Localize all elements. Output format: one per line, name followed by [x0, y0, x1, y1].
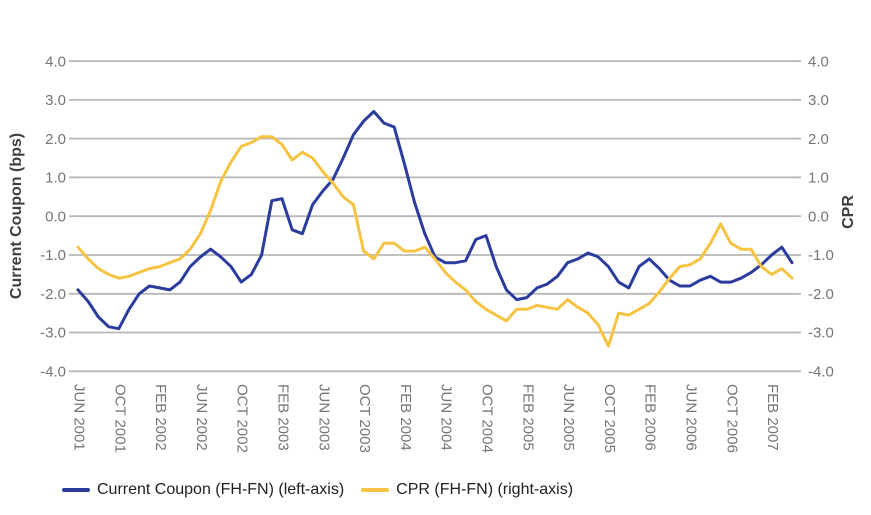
svg-text:OCT 2002: OCT 2002: [234, 384, 251, 453]
series-line-cpr: [76, 135, 794, 348]
svg-text:JUN 2005: JUN 2005: [560, 384, 577, 451]
svg-text:3.0: 3.0: [808, 92, 829, 109]
gridlines: [69, 60, 801, 373]
svg-text:2.0: 2.0: [45, 131, 66, 148]
svg-text:FEB 2002: FEB 2002: [152, 384, 169, 451]
svg-text:FEB 2005: FEB 2005: [519, 384, 536, 451]
svg-text:0.0: 0.0: [45, 208, 66, 225]
svg-text:OCT 2005: OCT 2005: [601, 384, 618, 453]
svg-text:-1.0: -1.0: [808, 247, 834, 264]
svg-text:-2.0: -2.0: [40, 286, 66, 303]
svg-text:-1.0: -1.0: [40, 247, 66, 264]
svg-text:JUN 2001: JUN 2001: [71, 384, 88, 451]
svg-text:-2.0: -2.0: [808, 286, 834, 303]
svg-text:JUN 2002: JUN 2002: [193, 384, 210, 451]
svg-text:FEB 2003: FEB 2003: [275, 384, 292, 451]
svg-text:1.0: 1.0: [808, 170, 829, 187]
svg-text:JUN 2003: JUN 2003: [315, 384, 332, 451]
legend: Current Coupon (FH-FN) (left-axis) CPR (…: [62, 481, 573, 499]
svg-text:OCT 2003: OCT 2003: [356, 384, 373, 453]
legend-swatch-cpr: [361, 488, 390, 492]
svg-text:4.0: 4.0: [45, 53, 66, 70]
svg-text:-3.0: -3.0: [40, 325, 66, 342]
left-axis-title: Current Coupon (bps): [8, 133, 25, 299]
svg-text:1.0: 1.0: [45, 170, 66, 187]
x-axis-tick-labels: JUN 2001 OCT 2001 FEB 2002 JUN 2002 OCT 2002…: [71, 384, 782, 453]
svg-text:-3.0: -3.0: [808, 325, 834, 342]
svg-text:FEB 2006: FEB 2006: [642, 384, 659, 451]
series-line-current-coupon: [76, 110, 794, 331]
svg-text:-4.0: -4.0: [40, 364, 66, 381]
svg-text:0.0: 0.0: [808, 208, 829, 225]
legend-item-cpr[interactable]: CPR (FH-FN) (right-axis): [361, 481, 573, 499]
svg-text:JUN 2004: JUN 2004: [438, 384, 455, 451]
svg-text:OCT 2001: OCT 2001: [111, 384, 128, 453]
svg-text:OCT 2006: OCT 2006: [723, 384, 740, 453]
legend-label-current-coupon: Current Coupon (FH-FN) (left-axis): [97, 481, 345, 498]
svg-text:JUN 2006: JUN 2006: [683, 384, 700, 451]
legend-swatch-current-coupon: [62, 488, 90, 492]
svg-text:-4.0: -4.0: [808, 364, 834, 381]
svg-text:3.0: 3.0: [45, 92, 66, 109]
left-axis-tick-labels: 4.0 3.0 2.0 1.0 0.0 -1.0 -2.0 -3.0 -4.0: [40, 53, 66, 380]
svg-text:FEB 2004: FEB 2004: [397, 384, 414, 451]
svg-text:4.0: 4.0: [808, 53, 829, 70]
chart-canvas[interactable]: 4.0 3.0 2.0 1.0 0.0 -1.0 -2.0 -3.0 -4.0 4.0 3.0 2.0…: [0, 0, 871, 478]
svg-text:OCT 2004: OCT 2004: [479, 384, 496, 453]
legend-label-cpr: CPR (FH-FN) (right-axis): [396, 481, 574, 498]
svg-text:FEB 2007: FEB 2007: [764, 384, 781, 451]
svg-text:2.0: 2.0: [808, 131, 829, 148]
legend-item-current-coupon[interactable]: Current Coupon (FH-FN) (left-axis): [62, 481, 344, 499]
right-axis-title: CPR: [840, 195, 857, 229]
right-axis-tick-labels: 4.0 3.0 2.0 1.0 0.0 -1.0 -2.0 -3.0 -4.0: [808, 53, 834, 380]
